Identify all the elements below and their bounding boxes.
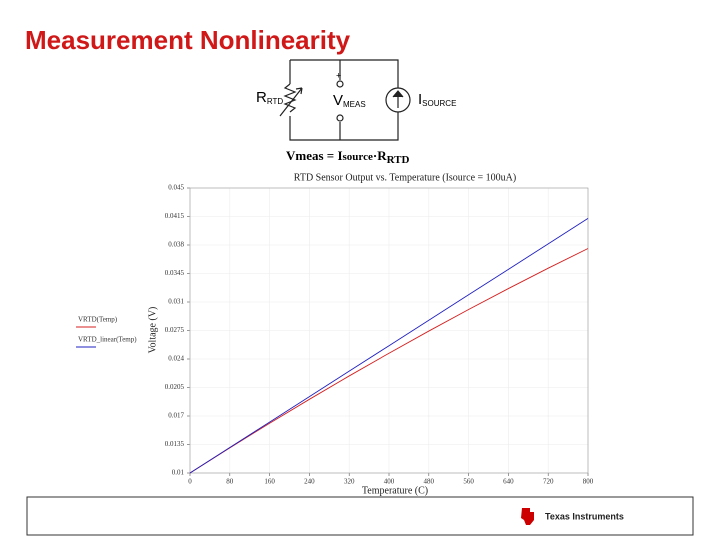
v-sub: MEAS <box>343 100 366 109</box>
slide-title: Measurement Nonlinearity <box>25 25 351 55</box>
x-tick-label: 720 <box>543 478 554 486</box>
y-tick-label: 0.017 <box>168 412 184 420</box>
resistor-arrow <box>279 87 303 117</box>
v: V <box>333 92 343 109</box>
chart-title: RTD Sensor Output vs. Temperature (Isour… <box>294 172 516 183</box>
plot-frame <box>189 187 589 474</box>
i: I <box>418 91 422 108</box>
wires <box>289 59 399 141</box>
x-tick-label: 160 <box>264 478 275 486</box>
x-tick-label: 400 <box>384 478 395 486</box>
formula-lhs: Vmeas <box>286 148 324 163</box>
v-label: VMEAS <box>333 92 366 109</box>
x-tick-label: 80 <box>226 478 234 486</box>
y-tick-label: 0.045 <box>168 184 184 192</box>
formula-dot: ·R <box>373 148 387 163</box>
chart: RTD Sensor Output vs. Temperature (Isour… <box>76 172 594 496</box>
formula-i-sub: source <box>343 151 373 163</box>
y-tick-label: 0.0275 <box>165 326 185 334</box>
current-arrow <box>392 90 404 108</box>
y-tick-label: 0.01 <box>172 469 185 477</box>
y-axis-label: Voltage (V) <box>147 307 158 354</box>
y-tick-label: 0.0135 <box>165 440 185 448</box>
x-tick-label: 480 <box>424 478 435 486</box>
formula-r-sub: RTD <box>387 154 410 166</box>
x-tick-label: 0 <box>188 478 192 486</box>
x-tick-label: 640 <box>503 478 514 486</box>
r-label: RRTD <box>256 89 283 106</box>
x-tick-label: 560 <box>463 478 474 486</box>
i-label: ISOURCE <box>418 91 456 108</box>
formula-eq: = <box>327 148 334 163</box>
i-sub: SOURCE <box>422 99 456 108</box>
formula: Vmeas = Isource·RRTD <box>286 148 410 166</box>
terminal <box>336 80 344 88</box>
x-tick-label: 240 <box>304 478 315 486</box>
y-tick-label: 0.038 <box>168 241 184 249</box>
r-sub: RTD <box>267 97 284 106</box>
y-tick-label: 0.0205 <box>165 383 185 391</box>
resistor <box>283 83 297 113</box>
footer-box <box>26 496 694 536</box>
y-tick-label: 0.0345 <box>165 269 185 277</box>
r: R <box>256 89 267 106</box>
legend-label: VRTD_linear(Temp) <box>78 336 137 344</box>
y-tick-label: 0.0415 <box>165 212 185 220</box>
x-axis-label: Temperature (C) <box>362 485 428 496</box>
series-line <box>189 248 589 474</box>
circuit <box>279 59 411 141</box>
series-line <box>189 217 589 474</box>
x-tick-label: 800 <box>583 478 594 486</box>
logo-icon <box>521 508 534 525</box>
footer-logo: Texas Instruments <box>545 511 624 521</box>
plus: + <box>336 70 341 80</box>
legend-label: VRTD(Temp) <box>78 316 118 324</box>
formula-i: I <box>337 148 342 163</box>
y-tick-label: 0.031 <box>168 298 184 306</box>
y-tick-label: 0.024 <box>168 355 184 363</box>
x-tick-label: 320 <box>344 478 355 486</box>
terminal <box>336 114 344 122</box>
